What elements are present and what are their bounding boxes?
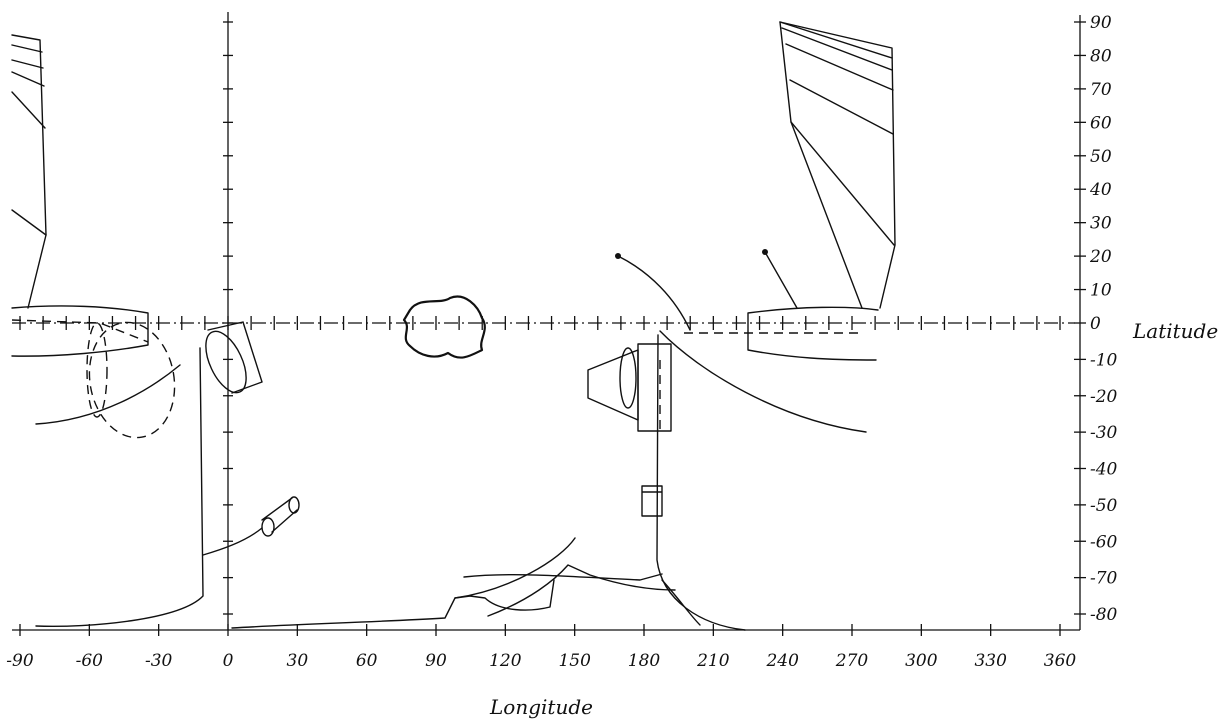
y-tick-label: -50 (1090, 496, 1118, 516)
x-tick-label: 270 (835, 651, 869, 671)
y-tick-label: 0 (1090, 314, 1101, 334)
x-tick-label: 150 (558, 651, 591, 671)
small-cylinder (261, 496, 300, 537)
y-tick-label: 50 (1090, 147, 1112, 167)
x-tick-label: 330 (974, 651, 1007, 671)
x-tick-label: 360 (1044, 651, 1077, 671)
y-tick-label: 40 (1089, 180, 1112, 200)
arc-curve-right (659, 330, 867, 433)
x-tick-label: 300 (905, 651, 938, 671)
x-tick-label: -30 (145, 651, 173, 671)
y-tick-label: 20 (1089, 247, 1112, 267)
y-tick-label: 60 (1090, 113, 1112, 133)
x-tick-label: 90 (425, 651, 447, 671)
cloud-blob (402, 295, 486, 359)
x-axis-title: Longitude (489, 695, 593, 719)
equatorial-band-right (684, 306, 879, 361)
axes-lines (12, 12, 1075, 630)
y-tick-label: 80 (1090, 46, 1112, 66)
y-tick-label: -30 (1090, 423, 1118, 443)
x-tick-label: 60 (356, 651, 378, 671)
equatorial-band-left (11, 305, 181, 439)
y-tick-label: -40 (1090, 460, 1118, 480)
x-tick-labels: -90 -60 -30 0 30 60 90 120 150 180 210 240 270 300 330… (6, 651, 1076, 671)
x-tick-label: 180 (628, 651, 661, 671)
y-axis-title: Latitude (1132, 319, 1218, 343)
x-tick-label: -60 (76, 651, 104, 671)
y-tick-label: -10 (1090, 350, 1118, 370)
x-tick-label: 30 (287, 651, 309, 671)
x-tick-label: 210 (696, 651, 730, 671)
pin-lines (615, 249, 798, 331)
y-tick-label: -20 (1090, 387, 1118, 407)
y-tick-label: -70 (1090, 569, 1118, 589)
cylinder-near-meridian (205, 321, 263, 394)
y-tick-label: 90 (1090, 13, 1112, 33)
x-tick-label: -90 (6, 651, 34, 671)
southern-coastline-center (231, 537, 676, 629)
cone-and-box-near-180 (587, 343, 672, 517)
y-tick-label: -80 (1090, 605, 1118, 625)
minor-tick-marks (19, 21, 1086, 636)
y-tick-label: 30 (1090, 214, 1112, 234)
northern-fan-shape-right (779, 21, 896, 309)
x-tick-label: 240 (765, 651, 799, 671)
y-tick-label: -60 (1090, 532, 1118, 552)
meridian-180-line (656, 334, 746, 631)
y-tick-labels: 90 80 70 60 50 40 30 20 10 0 -10 -20 -30 -40 -50 -60 -70… (1089, 13, 1118, 625)
y-tick-label: 70 (1090, 80, 1112, 100)
northern-fan-shape-left (11, 34, 47, 309)
y-tick-label: 10 (1090, 281, 1112, 301)
x-tick-label: 0 (223, 651, 234, 671)
southern-boundary-left (35, 347, 263, 627)
x-tick-label: 120 (489, 651, 522, 671)
